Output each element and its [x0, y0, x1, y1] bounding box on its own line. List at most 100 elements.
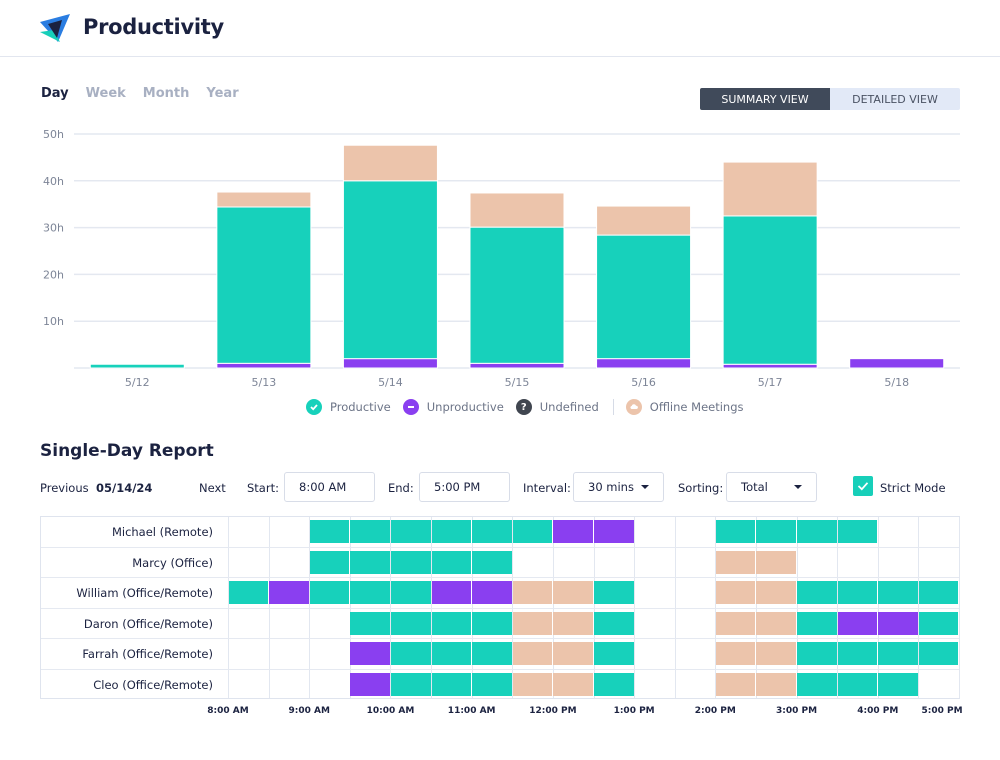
- timeline-block-offline[interactable]: [512, 672, 553, 696]
- timeline-block-productive[interactable]: [350, 520, 390, 543]
- legend-item-productive[interactable]: Productive: [306, 399, 391, 415]
- timeline-block-productive[interactable]: [472, 520, 512, 543]
- timeline-block-productive[interactable]: [350, 550, 390, 574]
- timeline-block-unproductive[interactable]: [878, 611, 918, 635]
- timeline-block-productive[interactable]: [309, 550, 350, 574]
- timeline-block-offline[interactable]: [512, 642, 553, 665]
- timeline-block-unproductive[interactable]: [837, 611, 878, 635]
- timeline-block-productive[interactable]: [390, 550, 431, 574]
- employee-name[interactable]: Daron (Office/Remote): [83, 616, 213, 631]
- timeline-block-offline[interactable]: [512, 581, 553, 604]
- timeline-block-offline[interactable]: [756, 611, 797, 635]
- timeline-block-productive[interactable]: [918, 581, 959, 604]
- timeline-block-productive[interactable]: [390, 642, 431, 665]
- employee-name[interactable]: Michael (Remote): [111, 525, 213, 539]
- timeline-block-offline[interactable]: [512, 611, 553, 635]
- timeline-block-offline[interactable]: [756, 672, 797, 696]
- timeline-block-productive[interactable]: [431, 642, 472, 665]
- timeline-block-productive[interactable]: [350, 581, 390, 604]
- timeline-block-productive[interactable]: [390, 520, 431, 543]
- timeline-block-productive[interactable]: [431, 611, 472, 635]
- timeline-block-productive[interactable]: [837, 520, 878, 543]
- timeline-block-productive[interactable]: [918, 642, 959, 665]
- timeline-block-productive[interactable]: [431, 550, 472, 574]
- timeline-block-productive[interactable]: [309, 520, 350, 543]
- legend-item-unproductive[interactable]: Unproductive: [402, 399, 504, 415]
- timeline-block-productive[interactable]: [797, 672, 837, 696]
- timeline-block-unproductive[interactable]: [350, 642, 390, 665]
- timeline-block-productive[interactable]: [512, 520, 553, 543]
- timeline-block-offline[interactable]: [553, 611, 593, 635]
- timeline-block-productive[interactable]: [797, 581, 837, 604]
- timeline-block-unproductive[interactable]: [269, 581, 309, 604]
- employee-name[interactable]: Farrah (Office/Remote): [82, 647, 213, 661]
- timeline-block-productive[interactable]: [756, 520, 797, 543]
- timeline-block-productive[interactable]: [715, 520, 756, 543]
- timeline-block-productive[interactable]: [472, 611, 512, 635]
- timeline-block-offline[interactable]: [756, 581, 797, 604]
- timeline-block-offline[interactable]: [715, 581, 756, 604]
- strict-mode-checkbox[interactable]: [853, 476, 873, 496]
- timeline-block-offline[interactable]: [756, 642, 797, 665]
- legend-item-undefined[interactable]: ? Undefined: [515, 399, 599, 415]
- tab-day[interactable]: Day: [41, 86, 69, 101]
- timeline-block-productive[interactable]: [390, 611, 431, 635]
- timeline-block-unproductive[interactable]: [553, 520, 593, 543]
- timeline-block-productive[interactable]: [390, 581, 431, 604]
- timeline-block-productive[interactable]: [878, 581, 918, 604]
- interval-select[interactable]: 30 mins: [573, 472, 664, 502]
- tab-week[interactable]: Week: [85, 86, 126, 101]
- timeline-block-unproductive[interactable]: [472, 581, 512, 604]
- employee-name[interactable]: Cleo (Office/Remote): [93, 677, 213, 692]
- employee-name[interactable]: William (Office/Remote): [76, 586, 213, 600]
- timeline-block-productive[interactable]: [390, 672, 431, 696]
- timeline-block-productive[interactable]: [837, 672, 878, 696]
- timeline-block-productive[interactable]: [594, 581, 634, 604]
- timeline-block-offline[interactable]: [553, 581, 593, 604]
- timeline-block-unproductive[interactable]: [594, 520, 634, 543]
- timeline-block-productive[interactable]: [472, 672, 512, 696]
- end-time-input[interactable]: 5:00 PM: [419, 472, 510, 502]
- detailed-view-button[interactable]: DETAILED VIEW: [830, 88, 960, 110]
- timeline-block-productive[interactable]: [431, 520, 472, 543]
- timeline-row: Michael (Remote): [41, 517, 959, 548]
- timeline-block-productive[interactable]: [878, 642, 918, 665]
- timeline-block-offline[interactable]: [715, 611, 756, 635]
- timeline-block-offline[interactable]: [715, 642, 756, 665]
- timeline-block-unproductive[interactable]: [431, 581, 472, 604]
- summary-view-button[interactable]: SUMMARY VIEW: [700, 88, 830, 110]
- timeline-block-productive[interactable]: [594, 611, 634, 635]
- timeline-block-productive[interactable]: [472, 642, 512, 665]
- timeline-block-offline[interactable]: [553, 642, 593, 665]
- employee-name[interactable]: Marcy (Office): [132, 555, 213, 570]
- timeline-block-productive[interactable]: [431, 672, 472, 696]
- timeline-block-unproductive[interactable]: [350, 672, 390, 696]
- timeline-block-productive[interactable]: [228, 581, 269, 604]
- timeline-block-productive[interactable]: [797, 520, 837, 543]
- tab-year[interactable]: Year: [206, 86, 239, 101]
- timeline-block-productive[interactable]: [350, 611, 390, 635]
- sorting-select[interactable]: Total: [726, 472, 817, 502]
- timeline-block-productive[interactable]: [594, 672, 634, 696]
- grid-column-line: [634, 517, 636, 698]
- timeline-block-productive[interactable]: [918, 611, 959, 635]
- timeline-block-offline[interactable]: [756, 550, 797, 574]
- timeline-block-offline[interactable]: [715, 550, 756, 574]
- y-tick-label: 20h: [43, 268, 64, 281]
- timeline-block-offline[interactable]: [715, 672, 756, 696]
- legend-item-offline[interactable]: Offline Meetings: [625, 399, 744, 415]
- tab-month[interactable]: Month: [142, 86, 190, 101]
- next-button[interactable]: Next: [199, 481, 226, 495]
- start-time-input[interactable]: 8:00 AM: [284, 472, 375, 502]
- timeline-block-productive[interactable]: [837, 642, 878, 665]
- previous-button[interactable]: Previous: [40, 481, 89, 495]
- timeline-block-productive[interactable]: [797, 642, 837, 665]
- timeline-block-productive[interactable]: [472, 550, 512, 574]
- app-header: Productivity: [0, 0, 1000, 57]
- timeline-block-productive[interactable]: [309, 581, 350, 604]
- timeline-block-productive[interactable]: [837, 581, 878, 604]
- timeline-block-offline[interactable]: [553, 672, 593, 696]
- timeline-block-productive[interactable]: [878, 672, 918, 696]
- timeline-block-productive[interactable]: [797, 611, 837, 635]
- timeline-block-productive[interactable]: [594, 642, 634, 665]
